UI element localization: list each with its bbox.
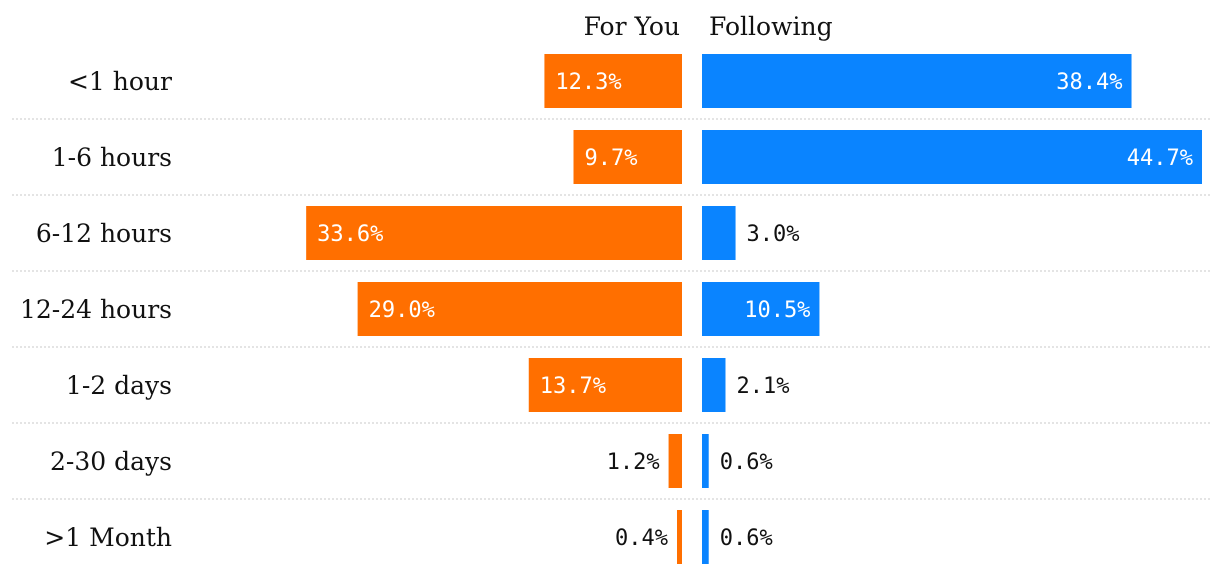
bar-following (702, 130, 1202, 184)
value-label-following: 0.6% (720, 450, 773, 475)
value-label-following: 44.7% (1127, 146, 1193, 171)
category-label: 1-2 days (66, 371, 172, 400)
category-label: 2-30 days (50, 447, 172, 476)
series-header-following: Following (709, 12, 833, 41)
value-label-for-you: 9.7% (584, 146, 637, 171)
bar-following (702, 510, 709, 564)
bar-following (702, 206, 736, 260)
bar-following (702, 282, 820, 336)
value-label-following: 2.1% (736, 374, 789, 399)
category-label: <1 hour (68, 67, 172, 96)
value-label-following: 0.6% (720, 526, 773, 551)
bar-following (702, 358, 726, 412)
category-label: 6-12 hours (36, 219, 172, 248)
value-label-for-you: 1.2% (607, 450, 660, 475)
bar-for-you (668, 434, 682, 488)
bar-following (702, 54, 1132, 108)
category-label: 1-6 hours (52, 143, 172, 172)
category-label: >1 Month (44, 523, 172, 552)
value-label-for-you: 33.6% (317, 222, 383, 247)
value-label-for-you: 0.4% (615, 526, 668, 551)
bar-for-you (544, 54, 682, 108)
bar-for-you (677, 510, 682, 564)
bar-for-you (528, 358, 682, 412)
bar-for-you (306, 206, 682, 260)
value-label-following: 38.4% (1056, 70, 1122, 95)
series-header-for-you: For You (584, 12, 680, 41)
bar-for-you (357, 282, 682, 336)
value-label-for-you: 29.0% (369, 298, 435, 323)
value-label-following: 3.0% (747, 222, 800, 247)
bar-for-you (573, 130, 682, 184)
category-label: 12-24 hours (20, 295, 172, 324)
bar-following (702, 434, 709, 488)
value-label-following: 10.5% (744, 298, 810, 323)
value-label-for-you: 13.7% (540, 374, 606, 399)
value-label-for-you: 12.3% (555, 70, 621, 95)
